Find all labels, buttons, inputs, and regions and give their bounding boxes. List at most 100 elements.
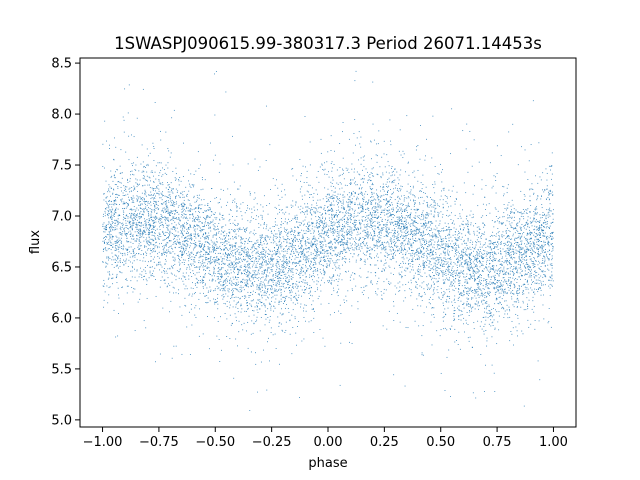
data-point bbox=[164, 270, 165, 272]
data-point bbox=[362, 195, 364, 197]
data-point bbox=[512, 269, 514, 270]
data-point bbox=[162, 216, 163, 218]
data-point bbox=[407, 267, 409, 269]
data-point bbox=[136, 117, 138, 119]
data-point bbox=[240, 254, 242, 256]
data-point bbox=[116, 204, 118, 205]
data-point bbox=[248, 238, 249, 240]
data-point bbox=[538, 241, 540, 243]
data-point bbox=[286, 261, 288, 263]
data-point bbox=[199, 246, 201, 247]
data-point bbox=[477, 302, 479, 304]
data-point bbox=[205, 251, 207, 253]
data-point bbox=[186, 194, 187, 196]
data-point bbox=[422, 253, 424, 255]
data-point bbox=[162, 249, 164, 251]
data-point bbox=[524, 270, 526, 272]
data-point bbox=[218, 263, 220, 265]
data-point bbox=[106, 233, 108, 235]
data-point bbox=[127, 217, 129, 219]
data-point bbox=[427, 253, 429, 255]
data-point bbox=[347, 231, 349, 233]
data-point bbox=[451, 240, 453, 242]
data-point bbox=[313, 270, 315, 272]
data-point bbox=[483, 226, 485, 228]
data-point bbox=[113, 236, 114, 238]
data-point bbox=[267, 267, 268, 269]
data-point bbox=[440, 253, 442, 255]
data-point bbox=[241, 236, 242, 238]
data-point bbox=[372, 200, 374, 202]
data-point bbox=[259, 299, 261, 301]
data-point bbox=[154, 251, 156, 253]
data-point bbox=[353, 182, 355, 184]
data-point bbox=[315, 255, 317, 257]
data-point bbox=[252, 278, 254, 280]
data-point bbox=[168, 194, 170, 196]
data-point bbox=[322, 233, 324, 235]
data-point bbox=[373, 225, 375, 227]
data-point bbox=[507, 240, 509, 242]
data-point bbox=[411, 259, 413, 261]
data-point bbox=[171, 190, 172, 191]
data-point bbox=[279, 234, 281, 236]
data-point bbox=[204, 233, 206, 235]
data-point bbox=[318, 262, 320, 264]
data-point bbox=[237, 290, 239, 292]
data-point bbox=[343, 239, 345, 240]
data-point bbox=[329, 230, 331, 232]
data-point bbox=[167, 207, 169, 209]
data-point bbox=[452, 185, 454, 187]
data-point bbox=[470, 222, 472, 224]
data-point bbox=[399, 281, 401, 283]
data-point bbox=[264, 272, 265, 274]
data-point bbox=[263, 270, 265, 271]
data-point bbox=[172, 228, 174, 230]
data-point bbox=[483, 280, 484, 282]
data-point bbox=[151, 194, 152, 196]
data-point bbox=[468, 223, 469, 225]
data-point bbox=[275, 254, 277, 256]
data-point bbox=[444, 251, 446, 253]
data-point bbox=[430, 244, 432, 246]
data-point bbox=[129, 256, 131, 258]
data-point bbox=[405, 283, 407, 285]
data-point bbox=[334, 195, 336, 197]
data-point bbox=[261, 305, 263, 307]
data-point bbox=[439, 220, 441, 222]
data-point bbox=[118, 244, 120, 246]
data-point bbox=[272, 263, 274, 265]
data-point bbox=[306, 190, 308, 192]
data-point bbox=[333, 221, 335, 223]
data-point bbox=[116, 225, 118, 227]
data-point bbox=[202, 248, 204, 250]
data-point bbox=[128, 188, 130, 190]
data-point bbox=[252, 282, 253, 284]
data-point bbox=[341, 239, 343, 241]
data-point bbox=[308, 321, 310, 323]
data-point bbox=[125, 227, 127, 228]
data-point bbox=[265, 160, 267, 161]
data-point bbox=[518, 261, 519, 263]
data-point bbox=[407, 244, 409, 245]
data-point bbox=[155, 215, 156, 217]
data-point bbox=[388, 232, 390, 234]
data-point bbox=[148, 241, 150, 243]
data-point bbox=[425, 250, 427, 252]
data-point bbox=[546, 236, 547, 238]
data-point bbox=[295, 204, 297, 206]
data-point bbox=[309, 291, 311, 293]
data-point bbox=[136, 226, 138, 228]
data-point bbox=[278, 300, 280, 302]
data-point bbox=[388, 200, 390, 202]
data-point bbox=[494, 292, 496, 294]
data-point bbox=[192, 249, 194, 251]
data-point bbox=[158, 238, 160, 240]
data-point bbox=[516, 222, 518, 224]
data-point bbox=[296, 179, 297, 181]
data-point bbox=[392, 209, 394, 210]
data-point bbox=[328, 193, 330, 195]
data-point bbox=[261, 277, 263, 279]
data-point bbox=[263, 249, 265, 251]
data-point bbox=[369, 253, 371, 255]
